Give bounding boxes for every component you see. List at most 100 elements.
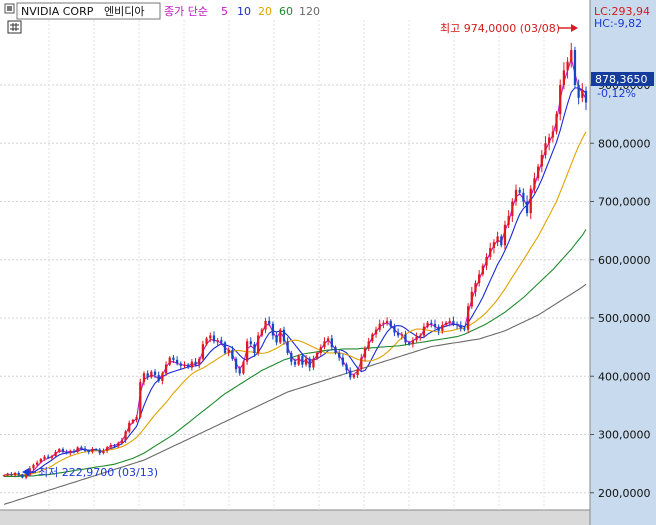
candle-body (485, 256, 488, 266)
candle-body (522, 192, 525, 202)
candle-body (187, 364, 190, 368)
candle-body (139, 382, 142, 418)
candle-body (566, 61, 569, 71)
candle-body (466, 306, 470, 330)
candle-body (555, 114, 558, 132)
ma-period-60: 60 (279, 5, 293, 18)
candle-body (135, 417, 138, 420)
y-tick-label-1: 300,0000 (598, 429, 651, 442)
candle-body (212, 335, 216, 342)
candle-body (312, 358, 315, 368)
candle-body (157, 375, 160, 381)
candle-body (87, 450, 90, 453)
candle-body (113, 444, 116, 447)
y-tick-label-3: 500,0000 (598, 312, 651, 325)
candle-body (319, 347, 322, 353)
candle-body (6, 474, 9, 476)
candle-body (257, 335, 260, 353)
ma-period-20: 20 (258, 5, 272, 18)
candle-body (91, 449, 94, 452)
menu-toggle-icon-inner (7, 6, 12, 11)
candle-body (275, 335, 278, 343)
candle-body (13, 472, 17, 476)
candle-body (330, 338, 333, 348)
candle-body (17, 472, 20, 475)
grid-settings-icon-lines (10, 23, 19, 31)
candle-body (271, 323, 275, 336)
candle-body (426, 322, 429, 327)
candle-body (430, 322, 433, 324)
candle-body (400, 334, 403, 336)
candle-body (227, 350, 230, 353)
ma-line-20 (4, 131, 587, 476)
y-tick-label-6: 800,0000 (598, 137, 651, 150)
candle-body (164, 364, 168, 374)
candle-body (419, 335, 422, 337)
grid-settings-icon[interactable] (7, 20, 22, 34)
candle-body (570, 50, 573, 62)
high-arrow-head-icon (571, 24, 578, 32)
candle-body (234, 358, 238, 370)
candle-body (503, 224, 507, 246)
candle-body (308, 358, 311, 368)
candle-body (304, 358, 308, 365)
candle-body (408, 342, 411, 345)
ma-period-120: 120 (299, 5, 320, 18)
candle-body (533, 178, 536, 189)
candle-body (106, 447, 109, 451)
candle-body (245, 341, 249, 362)
candle-body (231, 350, 234, 359)
candle-body (463, 328, 466, 330)
candle-body (367, 341, 370, 349)
candle-body (422, 326, 426, 336)
candle-body (371, 334, 374, 342)
last-price: 878,3650 (595, 73, 648, 86)
candle-body (363, 348, 367, 358)
candle-body (201, 344, 205, 359)
candle-body (334, 347, 337, 353)
candle-body (562, 70, 566, 85)
candle-body (142, 373, 146, 383)
candle-body (286, 341, 289, 353)
candle-body (2, 475, 6, 477)
candle-body (459, 324, 462, 329)
candle-body (474, 283, 477, 292)
ma-period-5: 5 (221, 5, 228, 18)
candle-body (150, 371, 153, 378)
candle-body (260, 329, 263, 336)
candle-body (389, 320, 392, 327)
candle-body (72, 450, 76, 453)
stock-selector[interactable] (16, 2, 161, 20)
candle-body (352, 375, 356, 378)
candle-body (172, 357, 175, 360)
candle-body (264, 320, 267, 330)
candle-body (415, 336, 418, 341)
candle-body (489, 248, 492, 257)
candle-body (36, 462, 39, 465)
candle-body (573, 50, 577, 85)
candle-body (452, 320, 455, 324)
candle-body (268, 320, 271, 324)
candle-body (349, 370, 352, 378)
candle-body (382, 322, 385, 324)
candle-body (146, 373, 149, 378)
candle-body (518, 189, 521, 193)
candle-body (249, 341, 252, 345)
candle-body (297, 355, 300, 365)
candle-body (338, 352, 341, 358)
candle-body (374, 329, 378, 335)
candle-body (444, 322, 448, 325)
candle-body (128, 422, 131, 432)
ma-label: 종가 단순 (164, 5, 208, 18)
candle-body (507, 216, 510, 225)
candle-body (378, 323, 381, 330)
y-tick-label-2: 400,0000 (598, 370, 651, 383)
candle-body (345, 364, 348, 371)
high-annotation: 최고 974,0000 (03/08) (440, 22, 560, 35)
candle-body (525, 201, 529, 214)
candle-body (61, 449, 65, 452)
candle-body (315, 352, 319, 359)
change-percent: -0,12% (597, 87, 636, 100)
candle-body (411, 340, 415, 345)
